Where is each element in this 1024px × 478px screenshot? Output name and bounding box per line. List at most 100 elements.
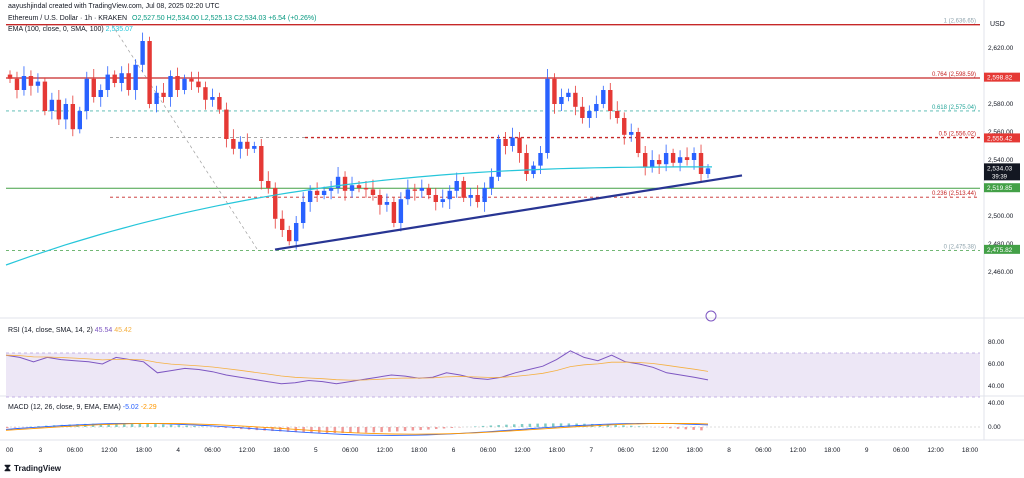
candle-body — [370, 189, 376, 195]
time-tick-label: 18:00 — [962, 447, 979, 454]
time-tick-label: 06:00 — [67, 447, 84, 454]
price-badge-label: 2,475.82 — [987, 247, 1013, 254]
macd-histogram-bar — [396, 427, 399, 432]
candle-body — [203, 87, 208, 100]
macd-tick-label: 40.00 — [988, 400, 1005, 407]
candle-body — [705, 168, 711, 174]
time-tick-label: 06:00 — [204, 447, 221, 454]
candle-body — [189, 78, 194, 82]
macd-histogram-bar — [481, 425, 485, 427]
macd-histogram-bar — [130, 423, 134, 427]
rsi-tick-label: 60.00 — [988, 361, 1005, 368]
macd-histogram-bar — [37, 426, 40, 427]
macd-histogram-bar — [349, 427, 352, 433]
replay-icon-circle — [705, 310, 717, 322]
candle-body — [677, 157, 683, 163]
candle-body — [691, 153, 697, 160]
candle-body — [622, 118, 627, 135]
candle-body — [273, 188, 278, 219]
macd-signal-line — [5, 422, 709, 435]
macd-histogram-bar — [630, 425, 633, 427]
macd-histogram-bar — [544, 423, 547, 427]
price-badge-label: 2,555.42 — [987, 135, 1013, 142]
macd-histogram-bar — [13, 427, 17, 428]
rsi-sma-line — [5, 354, 709, 381]
symbol-info[interactable]: Ethereum / U.S. Dollar · 1h · KRAKEN O2,… — [8, 15, 319, 22]
macd-histogram-bar — [661, 427, 664, 428]
tradingview-footer[interactable]: ⧗ TradingView — [4, 463, 61, 474]
candle-body — [293, 223, 299, 242]
candle-body — [287, 230, 292, 242]
candle-body — [356, 185, 362, 188]
macd-histogram-bar — [684, 427, 688, 430]
macd-legend-label: MACD (12, 26, close, 9, EMA, EMA) — [8, 404, 121, 411]
fib-label-0: 0 (2,475.38) — [944, 244, 976, 250]
macd-histogram-bar — [692, 427, 695, 430]
macd-histogram-bar — [606, 424, 610, 427]
candle-body — [475, 195, 480, 202]
candle-body — [56, 99, 62, 120]
candle-body — [517, 137, 522, 153]
candle-body — [280, 218, 285, 230]
macd-histogram-bar — [216, 427, 220, 428]
candle-body — [510, 137, 515, 146]
price-badge — [984, 244, 1020, 254]
macd-histogram-bar — [286, 427, 290, 432]
candle-body — [587, 111, 592, 118]
candle-body — [454, 181, 459, 191]
time-tick-label: 06:00 — [618, 447, 635, 454]
candle-body — [147, 41, 152, 104]
candle-body — [398, 199, 404, 223]
candle-body — [615, 111, 620, 118]
macd-histogram-bar — [310, 427, 313, 433]
ascending-trendline — [274, 174, 743, 251]
time-tick-label: 9 — [865, 447, 869, 454]
candle-body — [559, 97, 564, 104]
macd-histogram-bar — [372, 427, 376, 433]
price-badge-label: 2,598.82 — [987, 75, 1013, 82]
candle-body — [105, 74, 110, 90]
macd-histogram-bar — [427, 427, 430, 430]
candle-body — [49, 99, 55, 111]
time-tick-label: 12:00 — [239, 447, 256, 454]
time-tick-label: 3 — [39, 447, 43, 454]
candle-body — [384, 202, 390, 205]
fib-label-0.236: 0.236 (2,513.44) — [932, 191, 976, 197]
time-tick-label: 12:00 — [514, 447, 531, 454]
candle-body — [300, 202, 306, 223]
ema-legend[interactable]: EMA (100, close, 0, SMA, 100) 2,535.07 — [8, 26, 133, 33]
macd-histogram-bar — [224, 427, 227, 429]
time-tick-label: 5 — [314, 447, 318, 454]
ema100-line — [5, 166, 712, 266]
candle-body — [642, 153, 648, 167]
price-badge-label: 2,534.03 — [987, 165, 1013, 172]
price-tick-label: 2,560.00 — [988, 129, 1014, 136]
time-tick-label: 4 — [176, 447, 180, 454]
time-tick-label: 18:00 — [549, 447, 566, 454]
macd-histogram-bar — [318, 427, 321, 433]
time-tick-label: 12:00 — [652, 447, 669, 454]
time-tick-label: 12:00 — [377, 447, 394, 454]
macd-histogram-bar — [419, 427, 422, 431]
fib-label-0.618: 0.618 (2,575.04) — [932, 105, 976, 111]
price-badge-countdown: 39:39 — [992, 174, 1008, 180]
price-tick-label: 2,620.00 — [988, 45, 1014, 52]
price-badge-label: 2,519.85 — [987, 185, 1013, 192]
candle-body — [14, 78, 20, 90]
macd-histogram-bar — [6, 427, 9, 429]
macd-histogram-bar — [614, 424, 617, 427]
rsi-legend[interactable]: RSI (14, close, SMA, 14, 2) 45.54 45.42 — [8, 327, 132, 334]
macd-histogram-bar — [232, 427, 235, 429]
price-badge — [984, 183, 1020, 193]
candle-body — [321, 190, 327, 195]
time-tick-label: 18:00 — [136, 447, 153, 454]
candle-body — [77, 111, 82, 130]
macd-histogram-bar — [637, 426, 641, 427]
macd-legend[interactable]: MACD (12, 26, close, 9, EMA, EMA) -5.02 … — [8, 404, 157, 411]
candle-body — [140, 41, 145, 65]
macd-histogram-bar — [442, 427, 446, 429]
symbol-name[interactable]: Ethereum / U.S. Dollar · 1h · KRAKEN — [8, 15, 128, 22]
candle-body — [342, 176, 348, 191]
ohlc-values: O2,527.50 H2,534.00 L2,525.13 C2,534.03 … — [132, 15, 317, 22]
